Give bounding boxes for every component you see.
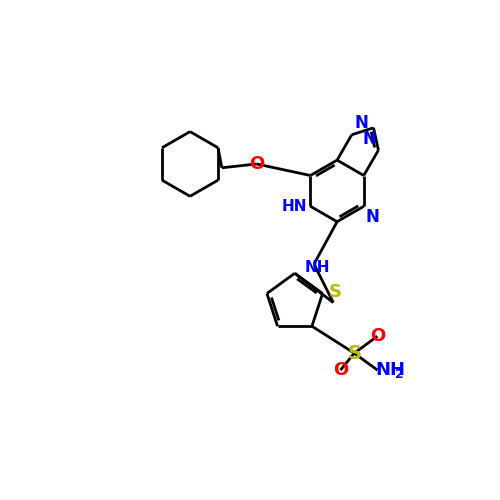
Text: HN: HN [282, 199, 308, 214]
Text: S: S [328, 283, 342, 301]
Text: 2: 2 [394, 368, 404, 381]
Text: O: O [333, 361, 348, 379]
Text: N: N [354, 114, 368, 132]
Text: N: N [362, 130, 376, 148]
Text: NH: NH [305, 260, 330, 275]
Text: O: O [370, 327, 385, 345]
Text: S: S [348, 344, 362, 362]
Text: O: O [249, 155, 264, 173]
Text: N: N [366, 208, 379, 226]
Text: NH: NH [376, 361, 406, 379]
